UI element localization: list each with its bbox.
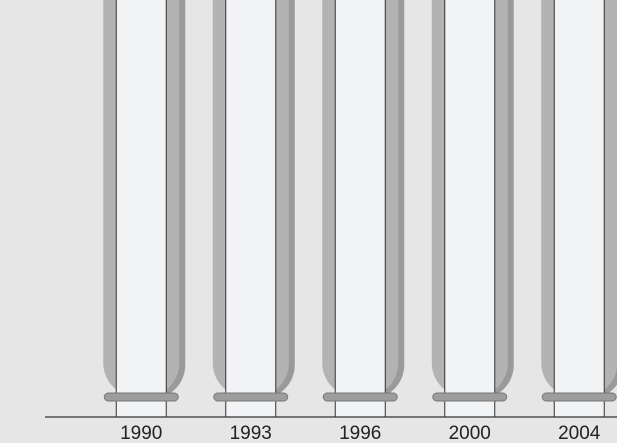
x-tick-label: 2000 [449,423,491,443]
bar [553,0,605,418]
bar [444,0,496,418]
ring [541,392,617,402]
x-tick-label: 2004 [558,423,601,443]
ring [322,392,398,402]
bar [115,0,167,418]
bar [334,0,386,418]
bar [225,0,277,418]
ring [213,392,289,402]
x-tick-label: 1990 [120,423,162,443]
ring [103,392,179,402]
ring [432,392,508,402]
x-tick-label: 1996 [339,423,381,443]
x-tick-label: 1993 [230,423,272,443]
bars [103,0,617,418]
